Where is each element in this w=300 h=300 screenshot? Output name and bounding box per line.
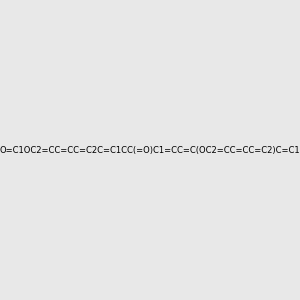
Text: O=C1OC2=CC=CC=C2C=C1CC(=O)C1=CC=C(OC2=CC=CC=C2)C=C1: O=C1OC2=CC=CC=C2C=C1CC(=O)C1=CC=C(OC2=CC… [0, 146, 300, 154]
